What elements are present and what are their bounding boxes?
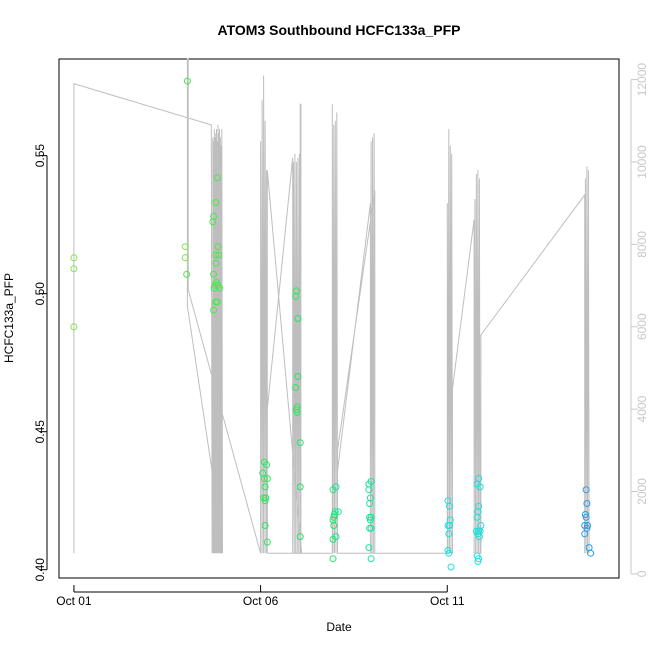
data-point xyxy=(296,533,304,541)
x-axis-label: Date xyxy=(326,620,352,634)
data-point xyxy=(583,500,591,507)
x-tick-label: Oct 11 xyxy=(430,594,465,608)
data-point xyxy=(366,516,374,524)
right-tick-label: 4000 xyxy=(635,395,649,422)
y-tick-label: 0.45 xyxy=(33,420,47,444)
x-tick-label: Oct 06 xyxy=(243,594,279,608)
y-axis-label: HCFC133a_PFP xyxy=(2,273,16,363)
data-point xyxy=(214,243,222,251)
data-point xyxy=(263,538,271,546)
data-point xyxy=(473,513,481,521)
data-point xyxy=(212,298,220,306)
data-point xyxy=(582,513,590,521)
right-tick-label: 8000 xyxy=(635,231,649,258)
data-point xyxy=(581,511,589,518)
right-tick-label: 10000 xyxy=(635,145,649,179)
data-point xyxy=(209,218,217,226)
data-point xyxy=(584,522,592,529)
data-point xyxy=(296,483,304,491)
data-point xyxy=(183,77,191,85)
data-point xyxy=(329,555,337,563)
data-point xyxy=(260,475,268,483)
data-point xyxy=(366,500,374,507)
data-point xyxy=(262,494,270,502)
data-point xyxy=(261,522,269,529)
data-point xyxy=(365,544,373,552)
data-point xyxy=(181,254,189,262)
data-point xyxy=(365,486,373,494)
data-point xyxy=(296,439,304,447)
data-point xyxy=(210,270,218,278)
y-tick-label: 0.50 xyxy=(33,282,47,306)
data-point xyxy=(582,486,590,494)
data-point xyxy=(261,483,269,491)
data-point xyxy=(294,315,302,322)
data-point xyxy=(293,408,301,416)
x-tick-label: Oct 01 xyxy=(56,594,92,608)
data-point xyxy=(367,555,375,563)
data-point xyxy=(215,251,223,259)
altitude-line xyxy=(73,58,590,554)
data-point xyxy=(210,306,218,314)
data-point xyxy=(212,251,220,259)
data-point xyxy=(329,486,337,494)
chart-title: ATOM3 Southbound HCFC133a_PFP xyxy=(218,22,461,38)
data-point xyxy=(446,502,453,510)
data-point xyxy=(292,406,300,414)
data-point xyxy=(263,475,271,483)
right-axis: 0 2000 4000 6000 8000 10000 12000 xyxy=(630,63,649,577)
y-axis: 0.40 0.45 0.50 0.55 xyxy=(33,144,48,582)
altitude-series xyxy=(73,58,590,554)
data-point xyxy=(329,535,337,543)
data-point xyxy=(447,563,455,571)
data-point xyxy=(210,284,218,292)
data-point xyxy=(181,243,189,251)
data-point xyxy=(444,546,452,554)
data-point xyxy=(292,292,300,300)
data-point xyxy=(445,549,453,557)
right-tick-label: 6000 xyxy=(635,313,649,340)
data-point xyxy=(212,259,220,267)
data-point xyxy=(446,522,453,529)
data-point xyxy=(213,174,221,182)
data-point xyxy=(587,549,595,557)
data-point xyxy=(294,373,302,380)
data-point xyxy=(581,530,589,538)
plot-area xyxy=(58,58,620,579)
data-point xyxy=(261,497,269,505)
data-point xyxy=(475,555,483,563)
data-point xyxy=(445,530,453,538)
data-point xyxy=(263,461,271,469)
data-point xyxy=(70,323,78,331)
right-tick-label: 12000 xyxy=(635,63,649,97)
data-point xyxy=(216,284,223,292)
right-tick-label: 2000 xyxy=(635,478,649,505)
data-point xyxy=(292,384,300,391)
hcfc133a-points xyxy=(70,77,595,571)
data-point xyxy=(330,522,338,529)
right-tick-label: 0 xyxy=(635,570,649,577)
data-point xyxy=(70,265,78,273)
data-point xyxy=(367,524,375,532)
y-tick-label: 0.55 xyxy=(33,144,47,168)
data-point xyxy=(475,533,483,541)
data-point xyxy=(474,557,482,565)
y-tick-label: 0.40 xyxy=(33,558,47,582)
data-point xyxy=(476,483,484,491)
data-point xyxy=(212,199,220,207)
data-point xyxy=(70,254,78,262)
x-axis: Oct 01 Oct 06 Oct 11 xyxy=(56,585,465,608)
data-point xyxy=(183,270,191,278)
